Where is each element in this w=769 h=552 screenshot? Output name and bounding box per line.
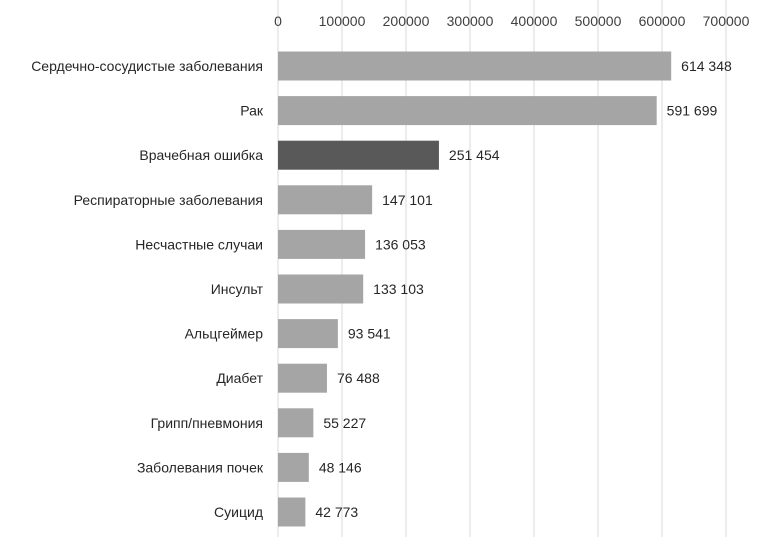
data-label: 591 699 [667, 103, 718, 119]
data-label: 42 773 [315, 504, 358, 520]
x-tick-label: 700000 [703, 13, 750, 29]
x-tick-label: 500000 [575, 13, 622, 29]
category-label: Инсульт [211, 281, 264, 297]
data-label: 136 053 [375, 236, 426, 252]
x-tick-label: 600000 [639, 13, 686, 29]
data-label: 251 454 [449, 147, 500, 163]
data-label: 147 101 [382, 192, 433, 208]
category-label: Грипп/пневмония [151, 415, 263, 431]
bar [278, 274, 364, 304]
category-label: Суицид [214, 504, 263, 520]
category-label: Рак [240, 103, 264, 119]
data-label: 55 227 [323, 415, 366, 431]
category-label: Альцгеймер [185, 326, 264, 342]
bars [278, 51, 672, 527]
data-label: 614 348 [681, 58, 732, 74]
x-tick-label: 400000 [511, 13, 558, 29]
bar [278, 51, 672, 81]
x-tick-label: 0 [274, 13, 282, 29]
data-label: 76 488 [337, 370, 380, 386]
category-labels: Сердечно-сосудистые заболевания Рак Врачеб… [31, 58, 264, 520]
category-label: Сердечно-сосудистые заболевания [31, 58, 263, 74]
data-label: 48 146 [319, 459, 362, 475]
x-axis-tick-labels: 0 100000 200000 300000 400000 500000 600000 700… [274, 13, 749, 29]
bar [278, 452, 309, 482]
bar [278, 140, 439, 170]
x-tick-label: 200000 [383, 13, 430, 29]
data-label: 133 103 [373, 281, 424, 297]
bar [278, 497, 306, 527]
category-label: Заболевания почек [137, 459, 264, 475]
category-label: Несчастные случаи [135, 236, 263, 252]
data-labels: 614 348 591 699 251 454 147 101 136 053 133 1… [315, 58, 732, 520]
x-tick-label: 100000 [319, 13, 366, 29]
bar [278, 96, 657, 126]
bar [278, 185, 373, 215]
bar [278, 363, 327, 393]
data-label: 93 541 [348, 326, 391, 342]
bar [278, 319, 338, 349]
bar [278, 229, 366, 259]
category-label: Респираторные заболевания [74, 192, 263, 208]
category-label: Диабет [216, 370, 263, 386]
bar [278, 408, 314, 438]
category-label: Врачебная ошибка [139, 147, 263, 163]
gridlines [277, 0, 727, 537]
x-tick-label: 300000 [447, 13, 494, 29]
